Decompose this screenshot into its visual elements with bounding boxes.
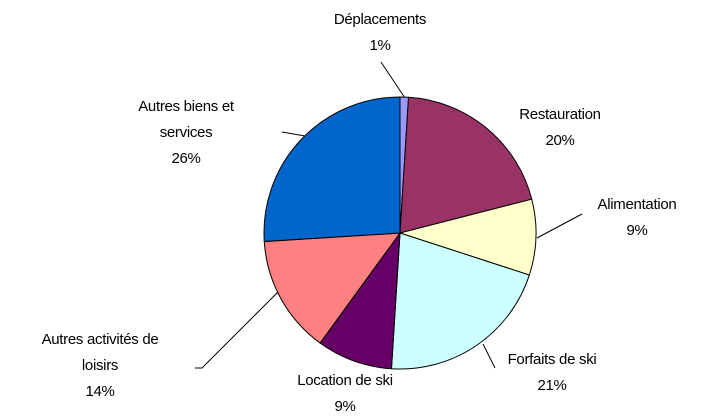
slice-label: Autres biens et services [138,98,235,141]
slice-label: Location de ski [297,372,393,389]
leader-line [482,343,496,369]
slice-value-label: 14% [85,383,114,400]
leader-lines [195,61,583,369]
slice-value-label: 26% [171,150,200,167]
slice-label: Déplacements [334,11,426,28]
slice-value-label: 1% [369,37,390,54]
slice-label: Forfaits de ski [508,351,597,368]
leader-line [195,287,283,369]
slice-label: Alimentation [598,196,677,213]
slice-value-label: 20% [545,132,574,149]
leader-line [536,213,583,239]
pie-slice [390,232,530,370]
pie-slice [263,96,401,243]
pie-slice [263,232,402,344]
slice-value-label: 21% [537,377,566,394]
pie-slice [399,96,533,234]
slice-label: Restauration [519,106,600,123]
leader-line [380,61,406,99]
slice-value-label: 9% [334,398,355,415]
slice-value-label: 9% [626,222,647,239]
slice-label: Autres activités de loisirs [42,331,159,374]
leader-line [281,131,306,137]
